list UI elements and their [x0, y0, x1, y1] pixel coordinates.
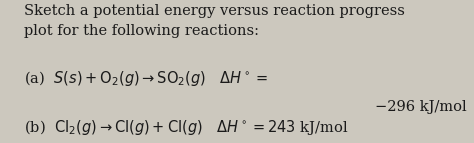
Text: −296 kJ/mol: −296 kJ/mol — [375, 100, 467, 114]
Text: Sketch a potential energy versus reaction progress
plot for the following reacti: Sketch a potential energy versus reactio… — [24, 4, 405, 38]
Text: (a)  $S(s)+\mathrm{O}_2(g) \rightarrow \mathrm{SO}_2(g) \quad \Delta H^\circ =$: (a) $S(s)+\mathrm{O}_2(g) \rightarrow \m… — [24, 69, 269, 88]
Text: (b)  $\mathrm{Cl}_2(g) \rightarrow \mathrm{Cl}(g)+\mathrm{Cl}(g) \quad \Delta H^: (b) $\mathrm{Cl}_2(g) \rightarrow \mathr… — [24, 118, 349, 137]
